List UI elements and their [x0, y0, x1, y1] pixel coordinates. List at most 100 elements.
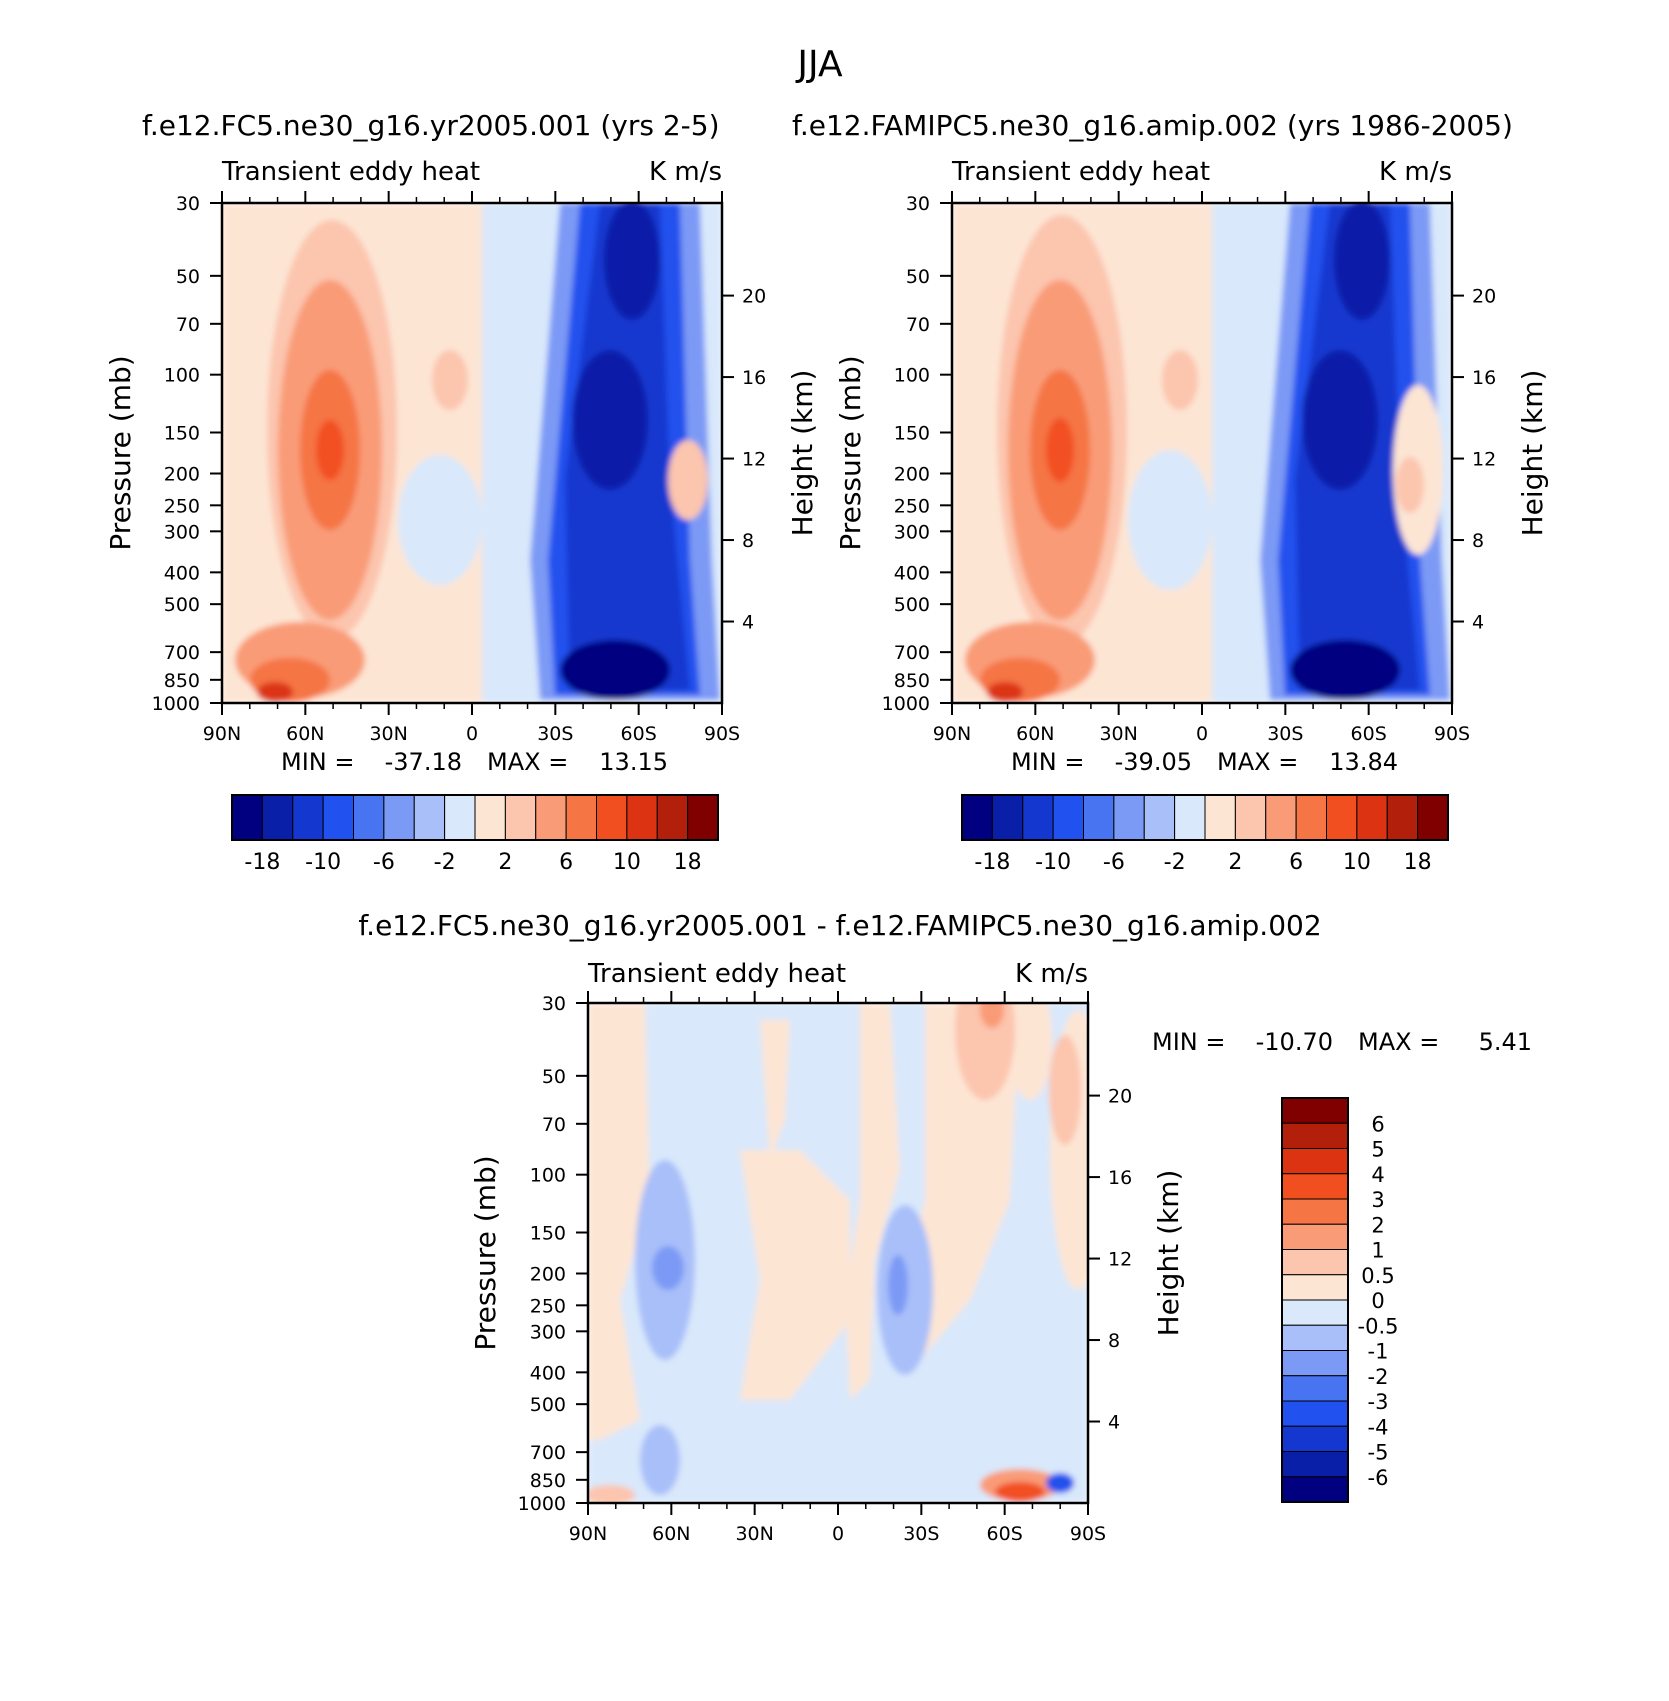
panel-diff-min-label: MIN =: [1152, 1028, 1225, 1056]
pressure-tick-label: 200: [530, 1264, 566, 1286]
colorbar-swatch: [413, 794, 446, 841]
colorbar-swatch: [1281, 1173, 1349, 1200]
colorbar-label: -6: [1103, 850, 1125, 875]
colorbar-label: -5: [1368, 1441, 1389, 1465]
colorbar-frame: [1281, 1097, 1349, 1503]
panel-diff-units: K m/s: [1015, 959, 1088, 989]
colorbar-label: 6: [559, 850, 573, 875]
colorbar-swatch: [1281, 1223, 1349, 1250]
panel-diff-subtitle: Transient eddy heat: [587, 959, 846, 989]
colorbar-swatch: [474, 794, 506, 841]
panel-right-max-label: MAX =: [1217, 748, 1298, 776]
colorbar-swatch: [626, 794, 658, 841]
lat-tick-label: 0: [1196, 723, 1208, 745]
colorbar-swatch: [535, 794, 567, 841]
panel-right-units: K m/s: [1379, 157, 1452, 187]
colorbar-swatch: [1174, 794, 1206, 841]
lat-tick-label: 90S: [1070, 1523, 1106, 1545]
colorbar-label: -18: [974, 850, 1010, 875]
colorbar-label: -2: [434, 850, 456, 875]
colorbar-swatch: [1143, 794, 1176, 841]
height-tick-label: 16: [1472, 367, 1496, 389]
panel-diff-ylabel: Pressure (mb): [469, 1155, 502, 1350]
panel-diff: f.e12.FC5.ne30_g16.yr2005.001 - f.e12.FA…: [358, 909, 1532, 1545]
pressure-tick-label: 150: [530, 1222, 566, 1244]
pressure-tick-label: 30: [906, 193, 930, 215]
colorbar-label: 10: [1343, 850, 1371, 875]
pressure-tick-label: 50: [176, 266, 200, 288]
colorbar-swatch: [1281, 1249, 1349, 1276]
pressure-tick-label: 70: [542, 1114, 566, 1136]
pressure-tick-label: 400: [894, 562, 930, 584]
pressure-tick-label: 200: [164, 464, 200, 486]
height-tick-label: 12: [1472, 449, 1496, 471]
colorbar-swatch: [231, 794, 263, 841]
panel-right-colorbar: -18 -10 -6 -2 2 6 10 18: [961, 794, 1449, 875]
height-tick-label: 20: [742, 286, 766, 308]
colorbar-swatch: [1281, 1350, 1349, 1377]
lat-tick-label: 30N: [1099, 723, 1137, 745]
colorbar-label: 0.5: [1361, 1264, 1394, 1288]
colorbar-frame: [961, 794, 1449, 841]
colorbar-label: -2: [1368, 1365, 1389, 1389]
panel-left: f.e12.FC5.ne30_g16.yr2005.001 (yrs 2-5) …: [104, 109, 819, 875]
panel-diff-title: f.e12.FC5.ne30_g16.yr2005.001 - f.e12.FA…: [358, 909, 1321, 942]
panel-left-units: K m/s: [649, 157, 722, 187]
colorbar-swatch: [444, 794, 476, 841]
colorbar-swatch: [991, 794, 1024, 841]
height-tick-label: 8: [1108, 1330, 1120, 1352]
panel-left-ylabel: Pressure (mb): [104, 355, 137, 550]
colorbar-label: -2: [1164, 850, 1186, 875]
colorbar-swatch: [1281, 1324, 1349, 1351]
colorbar-label: 5: [1371, 1138, 1384, 1162]
panel-right-min-value: -39.05: [1115, 748, 1192, 776]
colorbar-label: -10: [305, 850, 341, 875]
pressure-tick-label: 100: [894, 365, 930, 387]
lat-tick-label: 60N: [652, 1523, 690, 1545]
colorbar-swatch: [1295, 794, 1327, 841]
colorbar-label: 2: [498, 850, 512, 875]
colorbar-swatch: [1281, 1451, 1349, 1478]
colorbar-swatch: [1281, 1097, 1349, 1124]
colorbar-swatch: [1356, 794, 1388, 841]
panel-right-ylabel: Pressure (mb): [834, 355, 867, 550]
lat-tick-label: 60S: [1351, 723, 1387, 745]
colorbar-swatch: [1281, 1425, 1349, 1452]
colorbar-label: -6: [373, 850, 395, 875]
colorbar-swatch: [565, 794, 597, 841]
lat-tick-label: 60S: [987, 1523, 1023, 1545]
height-tick-label: 20: [1108, 1086, 1132, 1108]
lat-tick-label: 30S: [903, 1523, 939, 1545]
pressure-tick-label: 30: [542, 993, 566, 1015]
panel-left-title: f.e12.FC5.ne30_g16.yr2005.001 (yrs 2-5): [142, 109, 720, 142]
panel-diff-max-label: MAX =: [1358, 1028, 1439, 1056]
pressure-tick-label: 100: [530, 1165, 566, 1187]
colorbar-label: 0: [1371, 1289, 1384, 1313]
pressure-tick-label: 50: [906, 266, 930, 288]
colorbar-label: 1: [1371, 1239, 1384, 1263]
pressure-tick-label: 1000: [518, 1493, 566, 1515]
pressure-tick-label: 250: [530, 1295, 566, 1317]
pressure-tick-label: 30: [176, 193, 200, 215]
lat-tick-label: 90N: [203, 723, 241, 745]
colorbar-swatch: [1204, 794, 1236, 841]
colorbar-label: 2: [1371, 1213, 1384, 1237]
pressure-tick-label: 850: [530, 1470, 566, 1492]
colorbar-swatch: [1281, 1274, 1349, 1301]
pressure-tick-label: 500: [164, 594, 200, 616]
pressure-tick-label: 700: [894, 642, 930, 664]
pressure-tick-label: 500: [894, 594, 930, 616]
panel-right-min-label: MIN =: [1011, 748, 1084, 776]
colorbar-swatch: [1417, 794, 1449, 841]
pressure-tick-label: 70: [906, 314, 930, 336]
panel-diff-field: [588, 1003, 1088, 1503]
colorbar-swatch: [1281, 1375, 1349, 1402]
colorbar-label: 18: [1404, 850, 1432, 875]
colorbar-swatch: [1052, 794, 1084, 841]
colorbar-swatch: [1281, 1400, 1349, 1427]
